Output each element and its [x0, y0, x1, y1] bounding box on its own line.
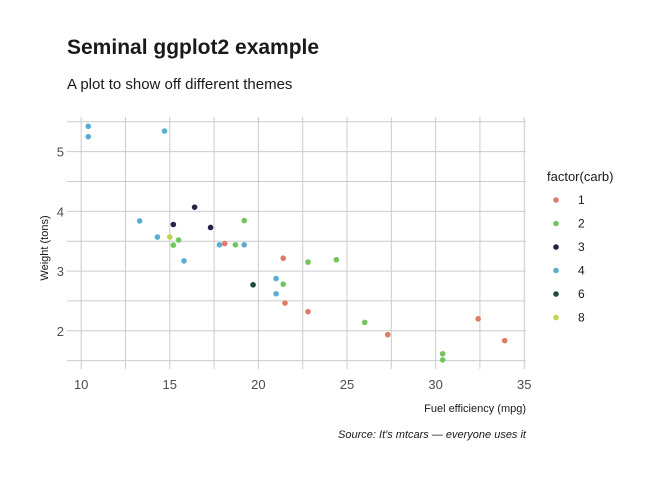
legend-title: factor(carb)	[547, 169, 613, 184]
x-tick-label: 10	[74, 377, 88, 392]
chart-caption: Source: It's mtcars — everyone uses it	[338, 429, 527, 441]
data-point	[154, 234, 161, 240]
data-point	[232, 241, 239, 248]
x-tick-label: 35	[517, 377, 531, 392]
data-point	[361, 319, 368, 326]
legend: factor(carb) 1 2 3 4 6 8	[547, 169, 613, 325]
chart-subtitle: A plot to show off different themes	[67, 76, 293, 93]
data-point	[273, 290, 279, 297]
data-point	[161, 128, 168, 134]
y-tick-label: 5	[57, 145, 64, 160]
data-point	[216, 241, 223, 248]
x-tick-label: 30	[428, 377, 442, 392]
data-point	[333, 256, 340, 263]
x-tick-label: 15	[163, 377, 177, 392]
data-point	[439, 357, 446, 363]
data-point	[305, 308, 311, 315]
data-point	[439, 350, 446, 357]
data-point	[280, 255, 287, 262]
legend-key	[553, 197, 559, 203]
legend-key	[553, 220, 559, 227]
data-point	[85, 133, 92, 140]
legend-key	[553, 267, 559, 274]
data-point	[305, 259, 311, 265]
x-tick-label: 20	[251, 377, 265, 392]
data-point	[241, 241, 248, 248]
y-tick-label: 3	[57, 264, 64, 279]
data-point	[241, 217, 248, 224]
data-points	[85, 123, 508, 363]
data-point	[170, 221, 177, 228]
y-tick-label: 2	[57, 324, 64, 339]
data-point	[384, 331, 391, 338]
data-point	[221, 240, 228, 247]
legend-label: 2	[578, 217, 585, 231]
data-point	[475, 316, 481, 322]
y-axis-title: Weight (tons)	[39, 215, 51, 280]
x-tick-labels: 10 15 20 25 30 35	[74, 377, 532, 392]
legend-label: 6	[578, 287, 585, 301]
data-point	[280, 281, 287, 288]
legend-label: 1	[578, 193, 585, 207]
data-point	[136, 218, 143, 224]
data-point	[191, 204, 198, 210]
data-point	[170, 242, 177, 248]
data-point	[207, 224, 214, 231]
legend-key	[553, 314, 559, 321]
legend-label: 8	[578, 311, 585, 325]
data-point	[501, 337, 508, 344]
x-tick-label: 25	[340, 377, 354, 392]
grid-lines	[67, 117, 526, 369]
y-tick-labels: 2 3 4 5	[57, 145, 64, 339]
data-point	[181, 258, 187, 264]
data-point	[250, 282, 256, 288]
legend-key	[553, 291, 559, 297]
data-point	[85, 123, 92, 130]
legend-label: 4	[578, 264, 585, 278]
data-point	[273, 275, 279, 282]
data-point	[166, 234, 173, 240]
data-point	[175, 237, 182, 243]
legend-label: 3	[578, 240, 585, 254]
legend-key	[553, 244, 559, 250]
y-tick-label: 4	[57, 204, 64, 219]
data-point	[282, 300, 288, 306]
chart-title: Seminal ggplot2 example	[67, 36, 320, 59]
x-axis-title: Fuel efficiency (mpg)	[424, 403, 526, 415]
